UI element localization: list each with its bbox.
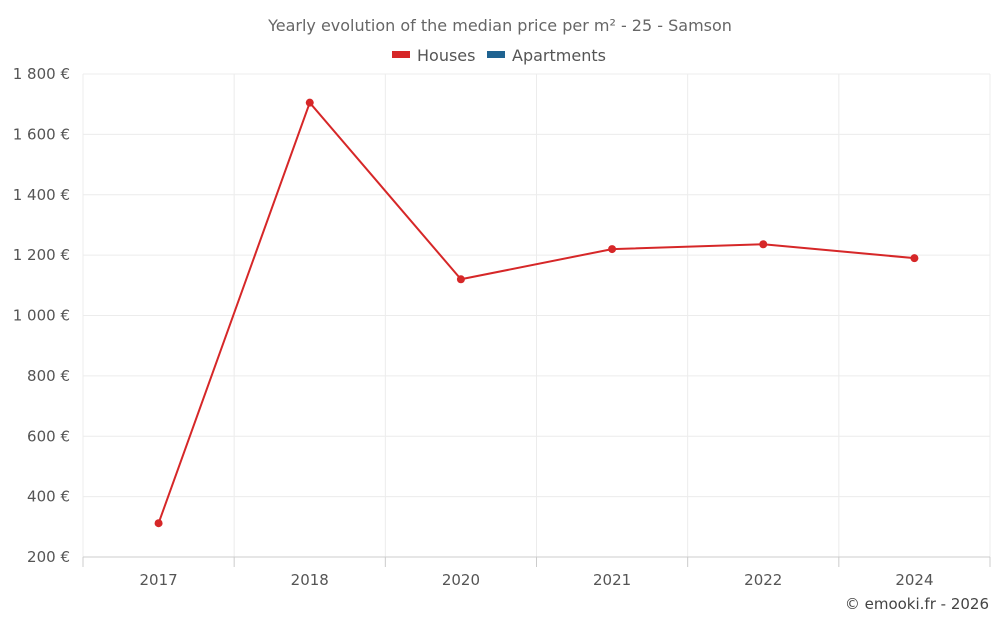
x-tick-label: 2021 (593, 571, 631, 589)
x-tick-label: 2018 (291, 571, 329, 589)
y-tick-label: 1 000 € (13, 307, 70, 325)
series-line-houses (157, 101, 915, 524)
legend-swatch-houses (392, 51, 410, 58)
data-point-houses[interactable] (305, 98, 314, 107)
data-point-houses[interactable] (456, 275, 465, 284)
y-tick-label: 1 800 € (13, 65, 70, 83)
x-tick-label: 2024 (895, 571, 933, 589)
data-point-houses[interactable] (910, 254, 919, 263)
y-tick-label: 1 600 € (13, 125, 70, 143)
series-layer (154, 98, 919, 528)
legend-label-apartments[interactable]: Apartments (512, 46, 606, 65)
y-tick-label: 200 € (27, 548, 70, 566)
y-tick-label: 1 200 € (13, 246, 70, 264)
x-axis-ticks: 2017 2018 2020 2021 2022 2024 (82, 557, 991, 589)
data-point-houses[interactable] (759, 240, 768, 249)
data-point-houses[interactable] (154, 519, 163, 528)
y-tick-label: 400 € (27, 488, 70, 506)
legend: Houses Apartments (392, 46, 606, 65)
x-tick-label: 2022 (744, 571, 782, 589)
legend-swatch-apartments (487, 51, 505, 58)
y-tick-label: 800 € (27, 367, 70, 385)
grid (82, 73, 991, 557)
y-axis-ticks: 200 € 400 € 600 € 800 € 1 000 € 1 200 € 1 400 … (13, 65, 70, 566)
credit-text: © emooki.fr - 2026 (845, 595, 989, 613)
x-tick-label: 2017 (139, 571, 177, 589)
chart-title: Yearly evolution of the median price per… (267, 16, 732, 35)
y-tick-label: 1 400 € (13, 186, 70, 204)
x-tick-label: 2020 (442, 571, 480, 589)
data-point-houses[interactable] (608, 245, 617, 254)
y-tick-label: 600 € (27, 427, 70, 445)
legend-label-houses[interactable]: Houses (417, 46, 475, 65)
